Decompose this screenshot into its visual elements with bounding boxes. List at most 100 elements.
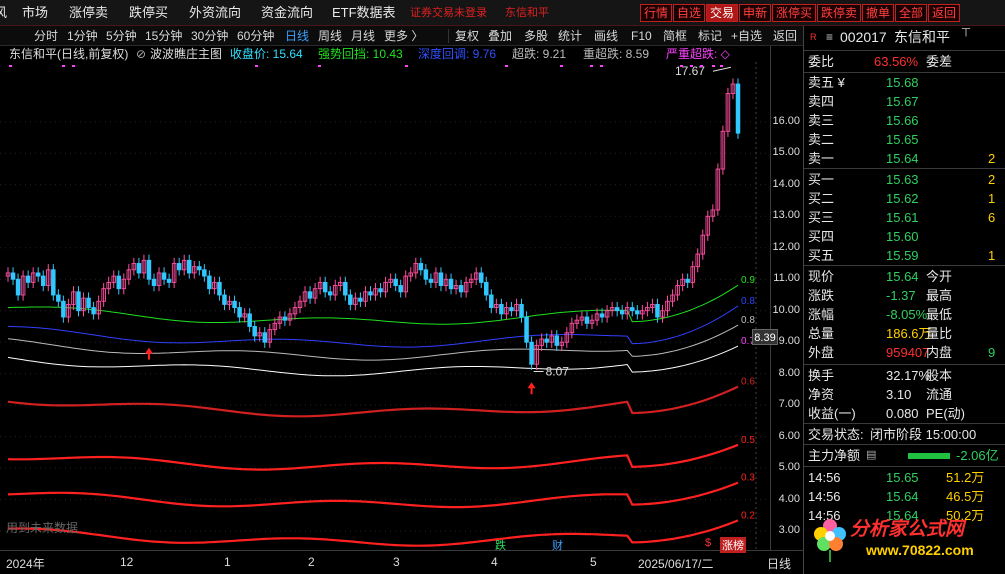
period-daily[interactable]: 日线 [285, 29, 310, 43]
candlestick-chart[interactable]: 0.9 0.8 0.8 0.7 0.6 0.5 0.3 0.2 17.67 8.07 用到未来数据 [0, 62, 770, 550]
deep-pullback-label: 深度回调: 9.76 [418, 47, 497, 61]
netflow-value: -2.06亿 [956, 448, 999, 463]
cancel-order-button[interactable]: 撤单 [862, 4, 895, 22]
indicator-toggle-icon[interactable]: ⊘ [136, 47, 147, 61]
ask-row[interactable]: 卖一 15.64 2 [804, 149, 1005, 168]
tool-mark[interactable]: 标记 [698, 29, 723, 43]
period-15min[interactable]: 15分钟 [145, 29, 183, 43]
tool-f10[interactable]: F10 [631, 29, 652, 43]
ask-label: 卖二 [808, 132, 835, 147]
menu-edge[interactable]: 风 [0, 5, 8, 20]
signal-marker [255, 65, 258, 67]
chart-icon[interactable]: ▤ [866, 449, 877, 461]
bid-row[interactable]: 买三 15.61 6 [804, 208, 1005, 227]
candle-body [438, 272, 444, 286]
candle-body [166, 278, 172, 283]
menu-capital-flow[interactable]: 资金流向 [261, 5, 314, 20]
netflow-label: 主力净额 [808, 448, 861, 463]
trade-login-notice[interactable]: 证券交易未登录 [410, 7, 487, 19]
yaxis-tick: 15.00 [772, 146, 800, 159]
bid-row[interactable]: 买五 15.59 1 [804, 246, 1005, 265]
menu-icon[interactable]: ≡ [826, 30, 834, 44]
tool-adjust[interactable]: 复权 [455, 29, 480, 43]
back-button[interactable]: 返回 [928, 4, 961, 22]
tool-simple-frame[interactable]: 简框 [663, 29, 688, 43]
candle-body [705, 215, 711, 236]
event-marker-limit-list[interactable]: 涨榜 [720, 537, 746, 553]
menu-limit-down-buy[interactable]: 跌停买 [129, 5, 169, 20]
candle-body [715, 168, 721, 211]
tool-add-watchlist[interactable]: +自选 [731, 29, 763, 43]
period-30min[interactable]: 30分钟 [191, 29, 229, 43]
status-value: 闭市阶段 15:00:00 [870, 427, 977, 442]
ask-price: 15.65 [886, 132, 919, 147]
event-marker-finance[interactable]: 财 [552, 540, 563, 552]
event-marker-dollar[interactable]: $ [705, 537, 712, 549]
top-menu-bar: 风 市场 涨停卖 跌停买 外资流向 资金流向 ETF数据表 证券交易未登录 东信… [0, 0, 1005, 26]
ipo-button[interactable]: 申新 [739, 4, 772, 22]
period-5min[interactable]: 5分钟 [106, 29, 137, 43]
ask-row[interactable]: 卖三 15.66 [804, 111, 1005, 130]
tool-back[interactable]: 返回 [773, 29, 798, 43]
candle-body [574, 319, 580, 324]
signal-marker [720, 65, 723, 67]
price-axis: 16.00 15.00 14.00 13.00 12.00 11.00 10.00 9.00 8… [770, 46, 803, 550]
ask-row[interactable]: 卖四 15.67 [804, 92, 1005, 111]
stat-row: 外盘 959407 内盘 9 [804, 343, 1005, 362]
tool-stats[interactable]: 统计 [558, 29, 583, 43]
bid-label: 买四 [808, 229, 835, 244]
period-more[interactable]: 更多 〉 [384, 29, 424, 43]
menu-etf-data[interactable]: ETF数据表 [332, 5, 396, 20]
candle-body [292, 307, 298, 315]
all-button[interactable]: 全部 [895, 4, 928, 22]
signal-marker [505, 65, 508, 67]
bid-row[interactable]: 买二 15.62 1 [804, 189, 1005, 208]
candle-body [443, 278, 449, 286]
trade-button[interactable]: 交易 [706, 4, 739, 22]
limit-up-buy-button[interactable]: 涨停买 [772, 4, 817, 22]
yaxis-tick: 6.00 [778, 429, 800, 442]
chart-canvas[interactable]: 0.9 0.8 0.8 0.7 0.6 0.5 0.3 0.2 17.67 8.07 用到未来数据 [0, 62, 770, 550]
period-timeshare[interactable]: 分时 [34, 29, 59, 43]
high-price-label: 17.67 [675, 64, 705, 78]
ask-row[interactable]: 卖五 ¥ 15.68 [804, 73, 1005, 92]
candle-body [569, 322, 575, 334]
ask-label: 卖三 [808, 113, 835, 128]
stat-row: 涨跌 -1.37 最高 [804, 286, 1005, 305]
bid-row[interactable]: 买一 15.63 2 [804, 170, 1005, 189]
event-marker-fall[interactable]: 跌 [495, 540, 506, 552]
candle-body [257, 332, 262, 337]
candle-body [282, 316, 288, 321]
bid-price: 15.61 [886, 210, 919, 225]
period-monthly[interactable]: 月线 [351, 29, 376, 43]
xaxis-period[interactable]: 日线 [767, 557, 792, 571]
stat-label: 现价 [808, 269, 835, 284]
menu-limit-up-sell[interactable]: 涨停卖 [69, 5, 109, 20]
candle-body [161, 272, 167, 280]
candle-body [554, 335, 560, 346]
period-60min[interactable]: 60分钟 [237, 29, 275, 43]
candle-body [584, 316, 590, 324]
candle-body [287, 313, 293, 321]
menu-market[interactable]: 市场 [22, 5, 49, 20]
site-watermark: 分析家公式网 www.70822.com [808, 508, 1005, 568]
candle-body [635, 310, 640, 315]
period-1min[interactable]: 1分钟 [67, 29, 98, 43]
quote-button[interactable]: 行情 [640, 4, 673, 22]
bid-row[interactable]: 买四 15.60 [804, 227, 1005, 246]
ask-row[interactable]: 卖二 15.65 [804, 130, 1005, 149]
menu-foreign-flow[interactable]: 外资流向 [189, 5, 242, 20]
bid-price: 15.60 [886, 229, 919, 244]
indicator-name[interactable]: 波波瞧庄主图 [150, 47, 223, 61]
period-weekly[interactable]: 周线 [318, 29, 343, 43]
watchlist-button[interactable]: 自选 [673, 4, 706, 22]
band-line-0.8 [7, 324, 739, 361]
limit-down-sell-button[interactable]: 跌停卖 [817, 4, 862, 22]
tool-multi-stock[interactable]: 多股 [524, 29, 549, 43]
buy-signal-arrow-icon [144, 347, 153, 360]
tool-draw-line[interactable]: 画线 [594, 29, 619, 43]
candle-body [212, 281, 217, 290]
tool-overlay[interactable]: 叠加 [488, 29, 513, 43]
share-icon[interactable]: ㄒ [961, 28, 971, 39]
candle-body [433, 272, 439, 283]
